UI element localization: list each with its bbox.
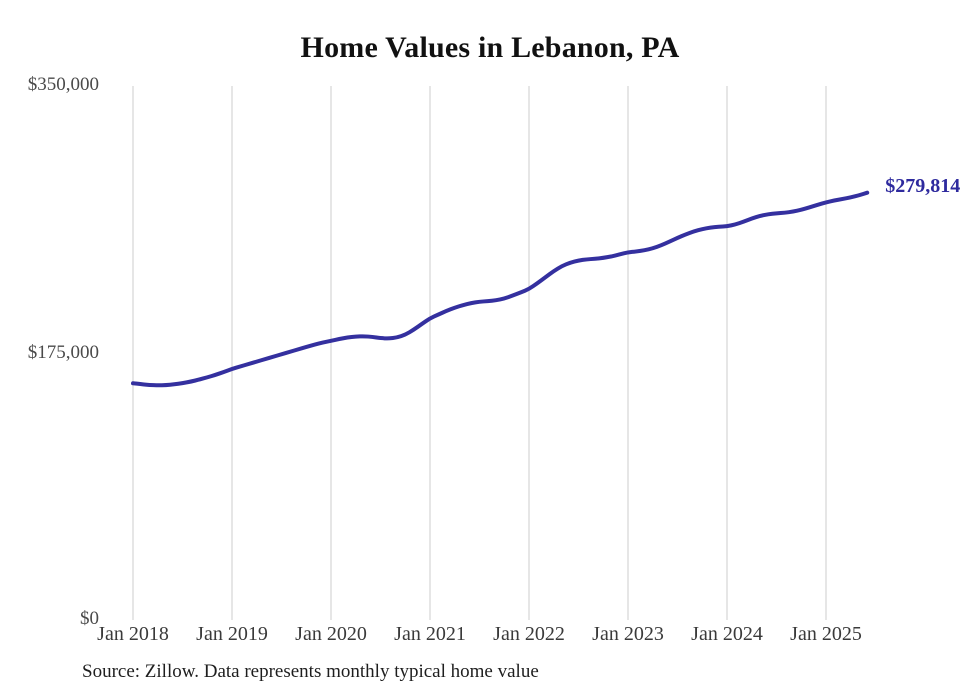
x-axis-tick-jan-2024: Jan 2024 bbox=[691, 623, 763, 645]
y-axis-tick-0: $0 bbox=[80, 608, 99, 629]
chart-title: Home Values in Lebanon, PA bbox=[300, 31, 680, 64]
x-axis-tick-jan-2022: Jan 2022 bbox=[493, 623, 565, 645]
home-value-line bbox=[131, 190, 870, 388]
latest-value-label: $279,814 bbox=[885, 174, 961, 197]
x-axis-tick-jan-2021: Jan 2021 bbox=[394, 623, 466, 645]
x-axis-tick-jan-2020: Jan 2020 bbox=[295, 623, 367, 645]
y-axis-tick-350000: $350,000 bbox=[27, 74, 99, 95]
x-axis-tick-jan-2025: Jan 2025 bbox=[790, 623, 862, 645]
source-note: Source: Zillow. Data represents monthly … bbox=[82, 661, 539, 682]
x-axis-tick-jan-2023: Jan 2023 bbox=[592, 623, 664, 645]
x-axis-tick-jan-2019: Jan 2019 bbox=[196, 623, 268, 645]
y-axis-tick-175000: $175,000 bbox=[27, 342, 99, 363]
x-axis-tick-jan-2018: Jan 2018 bbox=[97, 623, 169, 645]
